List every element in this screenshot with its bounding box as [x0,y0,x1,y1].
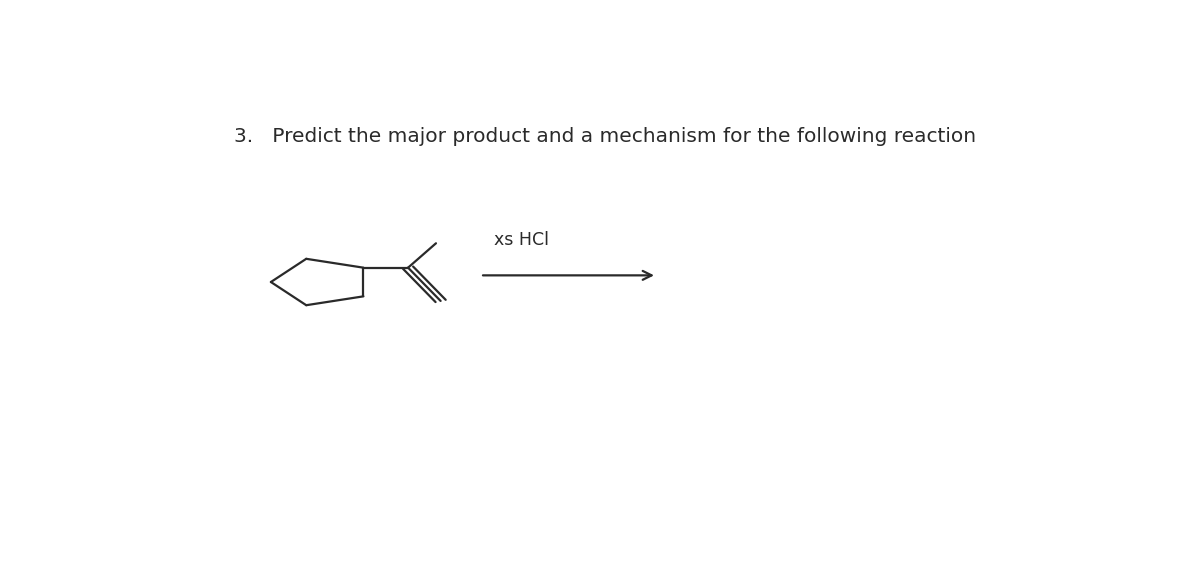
Text: xs HCl: xs HCl [494,231,550,249]
Text: 3.   Predict the major product and a mechanism for the following reaction: 3. Predict the major product and a mecha… [234,127,976,146]
